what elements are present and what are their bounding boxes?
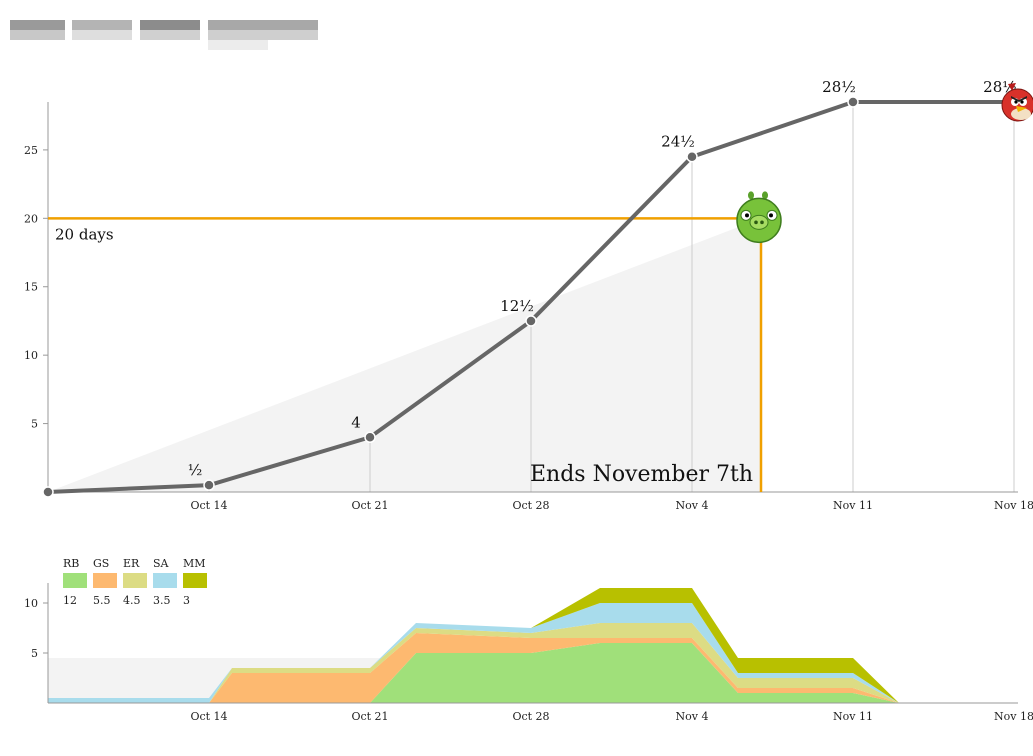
- stack-x-tick-label: Oct 21: [351, 710, 388, 723]
- stack-x-tick-label: Nov 18: [994, 710, 1033, 723]
- progress-point: [525, 315, 537, 327]
- end-date-label: Ends November 7th: [530, 462, 753, 487]
- y-tick: 20: [24, 212, 38, 225]
- y-tick-label: 25: [24, 144, 38, 157]
- legend-total-sa: 3.5: [153, 594, 171, 607]
- point-value-label: 12½: [500, 297, 534, 315]
- x-tick: Oct 14: [190, 499, 227, 512]
- y-tick: 10: [24, 349, 38, 362]
- stack-x-tick: Nov 18: [994, 710, 1033, 723]
- y-tick: 15: [24, 281, 38, 294]
- x-tick-label: Nov 11: [833, 499, 873, 512]
- legend-total-mm: 3: [183, 594, 190, 607]
- target-days-label: 20 days: [55, 225, 114, 243]
- point-value-label: 24½: [661, 133, 695, 151]
- area-gs: [48, 633, 1014, 703]
- y-tick-label: 20: [24, 212, 38, 225]
- red-bird-icon: [1001, 83, 1033, 122]
- legend-name-gs: GS: [93, 557, 109, 570]
- legend-name-rb: RB: [63, 557, 79, 570]
- area-er: [48, 623, 1014, 703]
- y-tick: 25: [24, 144, 38, 157]
- progress-point: [203, 479, 215, 491]
- green-pig-icon: [736, 191, 782, 244]
- progress-point: [686, 150, 698, 163]
- x-tick-label: Oct 21: [351, 499, 388, 512]
- point-value-label: 4: [351, 413, 361, 431]
- legend-swatch-er: [123, 573, 147, 588]
- progress-point: [364, 431, 376, 444]
- stack-x-tick: Oct 28: [512, 710, 549, 723]
- stack-x-tick: Oct 21: [351, 710, 388, 723]
- legend-name-er: ER: [123, 557, 140, 570]
- stack-x-tick: Nov 4: [676, 710, 709, 723]
- area-rb: [48, 643, 1014, 703]
- stack-x-tick-label: Oct 14: [190, 710, 227, 723]
- legend-swatch-gs: [93, 573, 117, 588]
- stack-y-tick-label: 5: [31, 647, 38, 660]
- x-tick: Nov 4: [676, 499, 709, 512]
- x-tick: Nov 18: [994, 499, 1033, 512]
- stack-x-tick-label: Nov 4: [676, 710, 709, 723]
- legend-name-mm: MM: [183, 557, 206, 570]
- stack-y-tick-label: 10: [24, 597, 38, 610]
- x-tick: Oct 28: [512, 499, 549, 512]
- y-tick-label: 15: [24, 281, 38, 294]
- x-tick-label: Nov 4: [676, 499, 709, 512]
- stack-x-tick-label: Oct 28: [512, 710, 549, 723]
- ideal-burn-area: [48, 218, 761, 492]
- legend-total-er: 4.5: [123, 594, 141, 607]
- legend-total-gs: 5.5: [93, 594, 111, 607]
- point-value-label: ½: [188, 461, 203, 479]
- y-tick: 5: [31, 418, 38, 431]
- x-tick: Oct 21: [351, 499, 388, 512]
- x-tick-label: Oct 14: [190, 499, 227, 512]
- legend-swatch-mm: [183, 573, 207, 588]
- point-value-label: 28½: [822, 78, 856, 96]
- progress-point: [847, 96, 859, 108]
- x-tick-label: Nov 18: [994, 499, 1033, 512]
- point-value-label: 28½: [983, 78, 1017, 96]
- stacked-chart: 5 10 Oct 14 Oct 21 Oct 28 Nov 4 Nov 11 Nov 18 RB…: [24, 557, 1033, 723]
- area-sa: [48, 603, 1014, 703]
- x-tick: Nov 11: [833, 499, 873, 512]
- stack-x-tick: Nov 11: [833, 710, 873, 723]
- stack-y-tick: 10: [24, 597, 38, 610]
- x-tick-label: Oct 28: [512, 499, 549, 512]
- stack-x-tick: Oct 14: [190, 710, 227, 723]
- legend-swatch-sa: [153, 573, 177, 588]
- y-tick-label: 10: [24, 349, 38, 362]
- redacted-title: [10, 20, 318, 50]
- stack-x-tick-label: Nov 11: [833, 710, 873, 723]
- progress-point: [42, 486, 54, 498]
- stack-y-tick: 5: [31, 647, 38, 660]
- stack-legend: RB 12 GS 5.5 ER 4.5 SA 3.5 MM 3: [63, 557, 207, 607]
- legend-swatch-rb: [63, 573, 87, 588]
- legend-name-sa: SA: [153, 557, 170, 570]
- y-tick-label: 5: [31, 418, 38, 431]
- main-chart: 5 10 15 20 25 Oct 14 Oct 21 Oct 28 Nov 4 Nov 11 No…: [24, 78, 1033, 512]
- legend-total-rb: 12: [63, 594, 77, 607]
